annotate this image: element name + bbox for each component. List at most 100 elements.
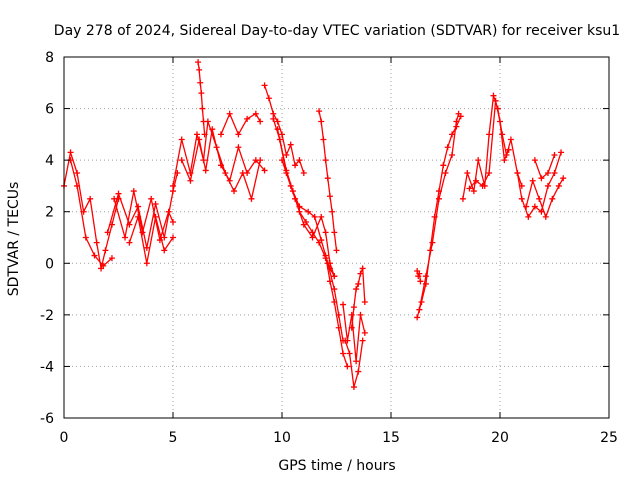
series-seg-u	[414, 268, 424, 285]
data-point	[209, 126, 216, 133]
data-point	[486, 131, 493, 138]
data-point	[422, 273, 429, 280]
plot-frame	[63, 56, 610, 419]
data-point	[357, 270, 364, 277]
data-point	[201, 131, 208, 138]
data-point	[287, 182, 294, 189]
data-point	[196, 136, 203, 143]
data-point	[126, 239, 133, 246]
data-point	[152, 213, 159, 220]
data-point	[442, 170, 449, 177]
data-point	[257, 118, 264, 125]
data-point	[470, 188, 477, 195]
data-point	[300, 221, 307, 228]
data-point	[473, 177, 480, 184]
data-point	[331, 229, 338, 236]
data-point	[316, 108, 323, 115]
data-point	[331, 286, 338, 293]
data-point	[202, 167, 209, 174]
data-point	[161, 247, 168, 254]
series-trace	[351, 267, 366, 329]
data-point	[93, 239, 100, 246]
data-point	[350, 304, 357, 311]
data-point	[416, 270, 423, 277]
data-point	[274, 126, 281, 133]
data-point	[435, 195, 442, 202]
series-trace	[128, 216, 174, 264]
data-point	[193, 131, 200, 138]
series-trace	[63, 151, 120, 270]
y-tick-label: 4	[45, 153, 54, 169]
data-point	[326, 278, 333, 285]
series-seg-q	[342, 337, 366, 391]
data-point	[331, 298, 338, 305]
data-point	[170, 182, 176, 189]
data-point	[195, 59, 202, 66]
data-point	[231, 188, 238, 195]
x-axis-label: GPS time / hours	[278, 458, 395, 474]
data-point	[344, 363, 351, 370]
data-point	[108, 255, 115, 262]
data-point	[531, 203, 538, 210]
y-axis-label: SDTVAR / TECUs	[6, 182, 22, 297]
data-point	[170, 219, 176, 226]
series-seg-b	[67, 157, 115, 269]
data-point	[309, 234, 316, 241]
data-point	[507, 136, 514, 143]
data-point	[322, 252, 329, 259]
y-tick-label: 0	[45, 256, 54, 272]
data-point	[104, 229, 111, 236]
data-point	[551, 151, 558, 158]
series-trace	[220, 113, 261, 136]
data-point	[479, 182, 486, 189]
series-trace	[534, 154, 556, 179]
data-point	[91, 252, 98, 259]
data-point	[287, 141, 294, 148]
data-point	[165, 208, 172, 215]
data-point	[320, 136, 327, 143]
data-point	[217, 131, 224, 138]
data-point	[492, 97, 499, 104]
series-seg-n	[316, 108, 340, 254]
data-point	[346, 350, 353, 357]
series-seg-r	[348, 265, 368, 331]
series-seg-h	[195, 59, 208, 138]
data-point	[340, 350, 347, 357]
data-point	[200, 118, 207, 125]
data-point	[252, 157, 259, 164]
series-seg-g	[178, 126, 268, 184]
data-point	[170, 234, 176, 241]
series-seg-x	[514, 149, 565, 220]
data-point	[429, 239, 436, 246]
data-point	[361, 329, 368, 336]
data-point	[536, 195, 543, 202]
data-point	[252, 110, 259, 117]
series-trace	[342, 303, 366, 362]
data-point	[342, 337, 349, 344]
series-trace	[468, 100, 510, 190]
series-seg-c	[104, 170, 181, 251]
data-point	[130, 188, 137, 195]
data-point	[359, 337, 366, 344]
x-tick-label: 10	[273, 430, 291, 446]
data-point	[455, 110, 462, 117]
series-seg-v	[459, 92, 525, 202]
data-point	[549, 195, 556, 202]
data-point	[542, 213, 549, 220]
y-tick-label: -4	[40, 359, 54, 375]
data-point	[560, 175, 567, 182]
data-point	[318, 237, 325, 244]
series-seg-e	[126, 213, 176, 267]
series-seg-z	[531, 151, 558, 182]
x-tick-label: 15	[382, 430, 400, 446]
data-point	[217, 162, 224, 169]
data-point	[440, 162, 447, 169]
data-point	[300, 170, 307, 177]
series-seg-d	[111, 188, 176, 244]
data-point	[74, 170, 81, 177]
data-point	[531, 157, 538, 164]
grid	[64, 57, 609, 418]
data-point	[353, 286, 360, 293]
y-tick-label: 2	[45, 205, 54, 221]
chart-title: Day 278 of 2024, Sidereal Day-to-day VTE…	[54, 23, 620, 39]
